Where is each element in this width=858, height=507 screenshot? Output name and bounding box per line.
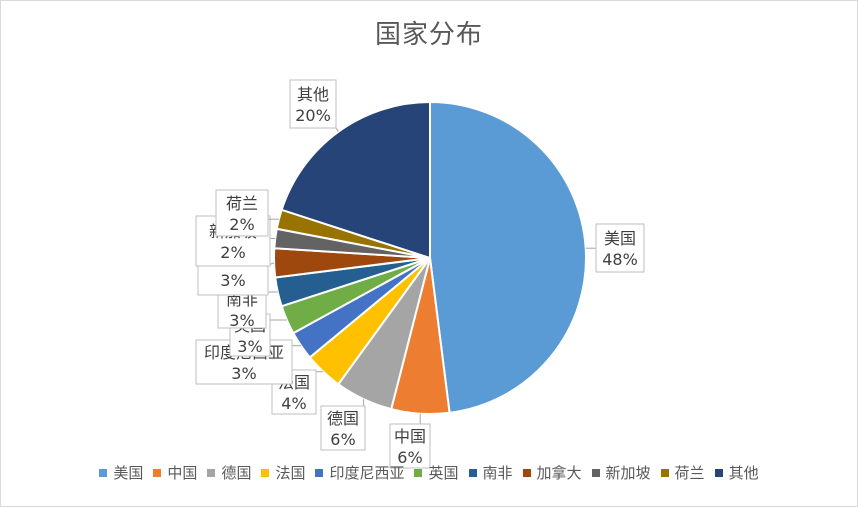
label-category: 美国	[604, 229, 636, 248]
legend-swatch	[207, 468, 216, 477]
label-category: 德国	[327, 409, 359, 428]
legend-swatch	[153, 468, 162, 477]
legend-label: 中国	[167, 464, 198, 482]
label-box	[595, 223, 645, 273]
legend-item-印度尼西亚: 印度尼西亚	[315, 462, 404, 483]
chart-legend: 美国 中国 德国 法国 印度尼西亚 英国 南非 加拿大 新加坡 荷兰 其他	[0, 462, 858, 483]
legend-label: 加拿大	[536, 464, 582, 482]
legend-item-德国: 德国	[207, 462, 251, 483]
legend-label: 印度尼西亚	[329, 464, 405, 482]
label-percent: 48%	[602, 250, 638, 269]
chart-title: 国家分布	[374, 20, 483, 50]
legend-item-新加坡: 新加坡	[591, 462, 651, 483]
legend-swatch	[315, 468, 324, 477]
legend-item-南非: 南非	[468, 462, 513, 483]
label-box	[215, 189, 269, 237]
legend-item-英国: 英国	[414, 462, 459, 483]
legend-swatch	[468, 468, 477, 477]
pie-slice-其他	[280, 100, 431, 260]
data-label-中国: 中国 6%	[389, 413, 431, 469]
legend-label: 德国	[221, 464, 252, 482]
label-percent: 3%	[231, 364, 256, 383]
data-label-德国: 德国 6%	[320, 399, 366, 451]
legend-label: 南非	[482, 464, 513, 482]
label-percent: 3%	[237, 337, 262, 356]
legend-label: 其他	[728, 464, 759, 482]
legend-label: 美国	[113, 464, 144, 482]
data-label-加拿大: 3%	[197, 262, 275, 296]
legend-swatch	[660, 468, 669, 477]
legend-swatch	[714, 468, 723, 477]
data-label-荷兰: 荷兰 2%	[215, 189, 279, 237]
legend-label: 新加坡	[605, 464, 651, 482]
legend-item-中国: 中国	[153, 462, 197, 483]
label-percent: 4%	[281, 394, 306, 413]
legend-label: 荷兰	[674, 464, 705, 482]
legend-swatch	[522, 468, 531, 477]
data-label-美国: 美国 48%	[585, 223, 645, 273]
legend-swatch	[591, 468, 600, 477]
label-percent: 6%	[397, 448, 422, 467]
legend-item-荷兰: 荷兰	[660, 462, 705, 483]
legend-item-法国: 法国	[261, 462, 305, 483]
label-percent: 20%	[295, 106, 331, 125]
legend-label: 英国	[428, 464, 459, 482]
legend-swatch	[414, 468, 423, 477]
label-category: 中国	[394, 427, 426, 446]
label-percent: 3%	[229, 311, 254, 330]
label-percent: 2%	[220, 243, 245, 262]
legend-item-美国: 美国	[99, 462, 143, 483]
legend-item-加拿大: 加拿大	[522, 462, 582, 483]
data-label-其他: 其他 20%	[289, 79, 339, 133]
label-box	[289, 79, 337, 129]
label-category: 其他	[297, 85, 329, 104]
legend-swatch	[99, 468, 108, 477]
pie-slice-美国	[429, 100, 587, 414]
label-category: 荷兰	[226, 194, 258, 213]
legend-swatch	[261, 468, 270, 477]
label-percent: 2%	[229, 215, 254, 234]
legend-label: 法国	[275, 464, 306, 482]
label-percent: 3%	[220, 271, 245, 290]
label-box	[217, 289, 267, 329]
legend-item-其他: 其他	[714, 462, 759, 483]
label-box	[197, 264, 269, 296]
label-box	[320, 405, 366, 451]
leader-line	[335, 127, 339, 133]
label-box	[389, 423, 431, 469]
label-percent: 6%	[330, 430, 355, 449]
